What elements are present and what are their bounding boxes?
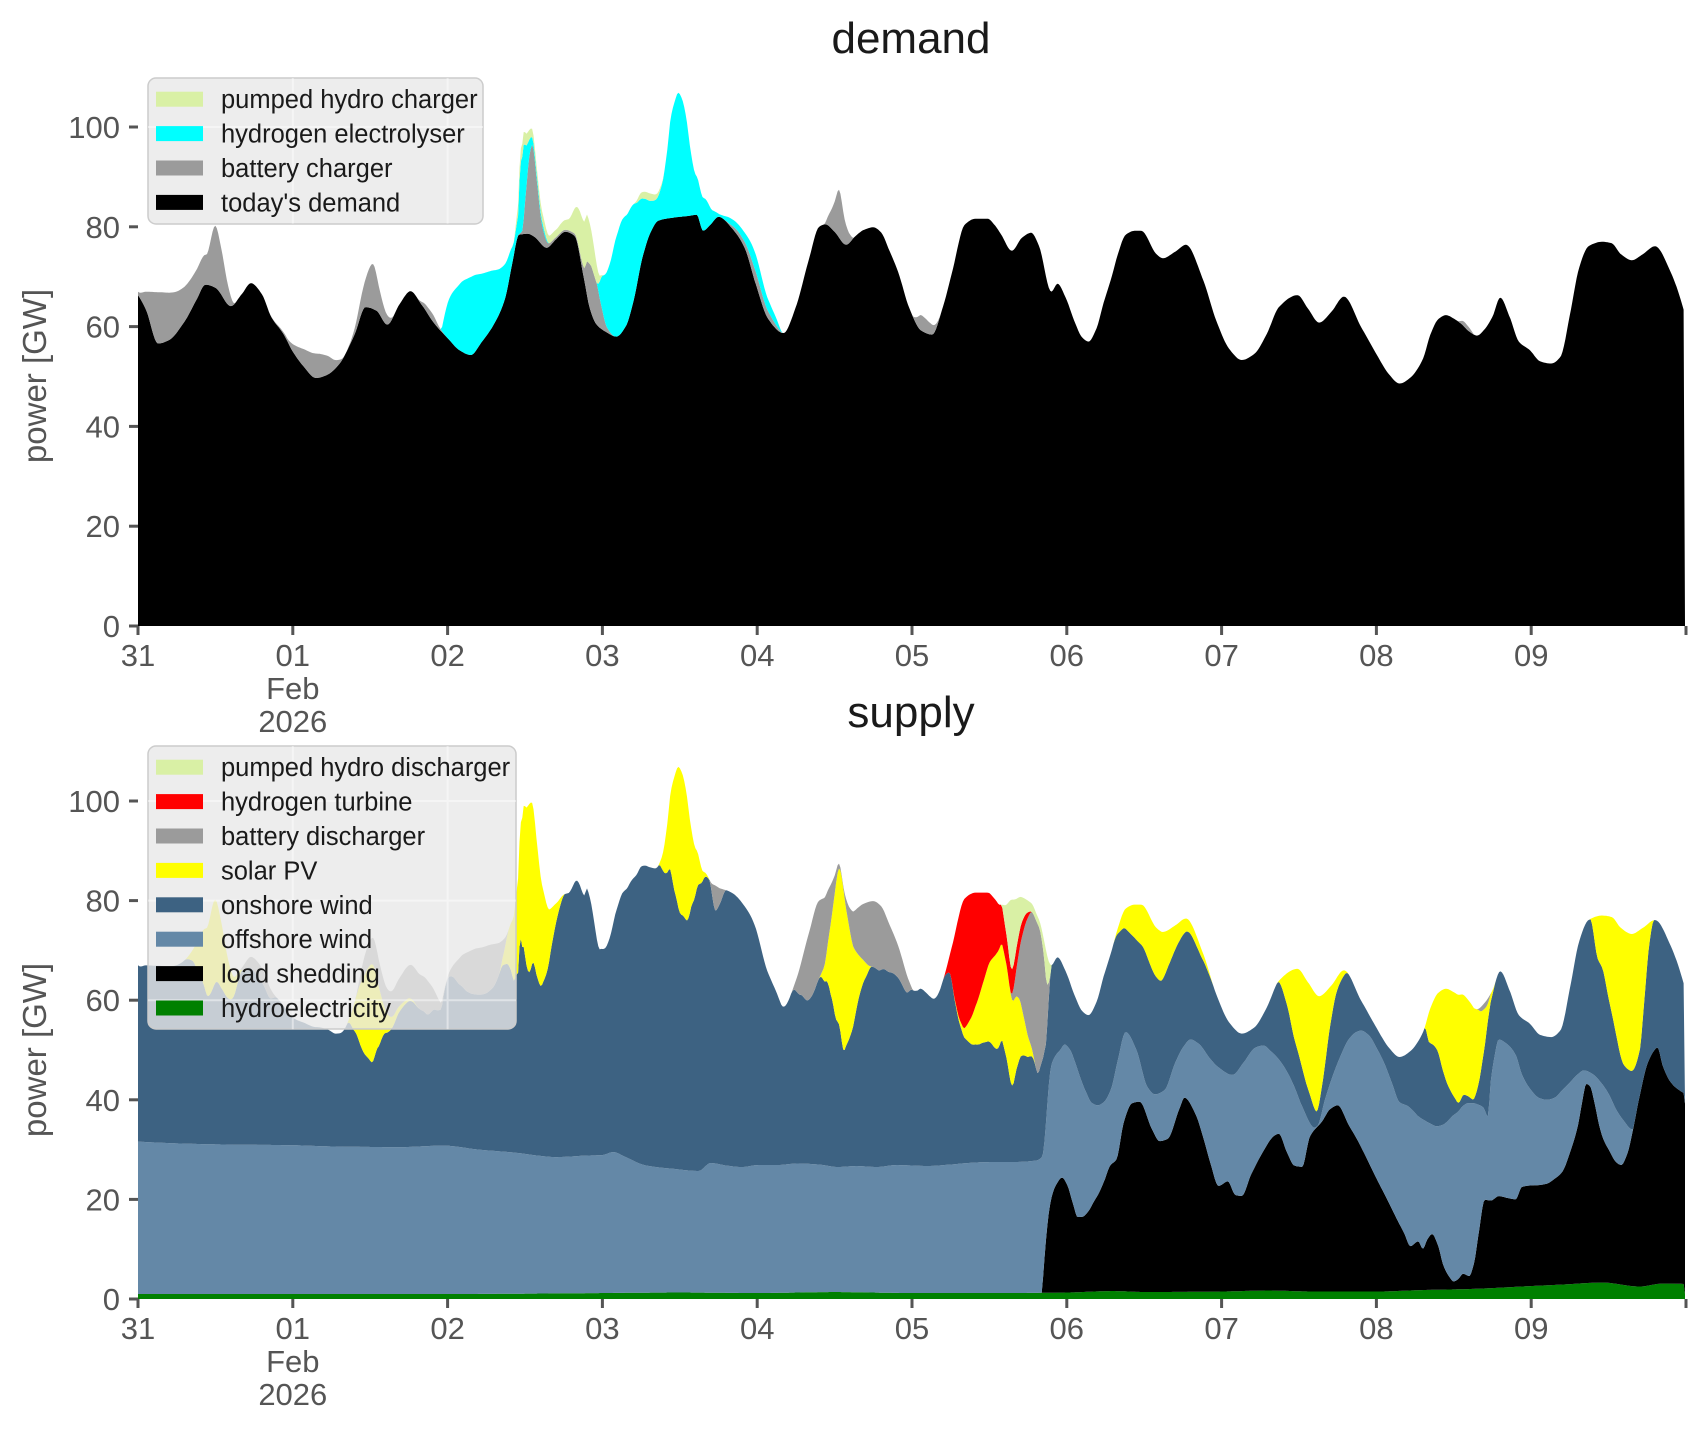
- svg-text:03: 03: [585, 1311, 619, 1346]
- svg-text:0: 0: [103, 1282, 120, 1317]
- svg-text:Feb: Feb: [266, 671, 319, 706]
- svg-text:hydrogen electrolyser: hydrogen electrolyser: [221, 121, 465, 149]
- svg-text:20: 20: [86, 1182, 120, 1217]
- svg-text:hydroelectricity: hydroelectricity: [221, 995, 391, 1023]
- svg-text:06: 06: [1050, 638, 1084, 673]
- svg-text:05: 05: [895, 638, 929, 673]
- svg-text:01: 01: [276, 638, 310, 673]
- svg-text:demand: demand: [831, 14, 990, 63]
- svg-text:09: 09: [1514, 1311, 1548, 1346]
- svg-text:60: 60: [86, 310, 120, 345]
- svg-text:02: 02: [430, 1311, 464, 1346]
- svg-text:solar PV: solar PV: [221, 857, 317, 885]
- svg-text:battery discharger: battery discharger: [221, 823, 426, 851]
- svg-text:power [GW]: power [GW]: [16, 963, 53, 1137]
- svg-text:40: 40: [86, 1083, 120, 1118]
- svg-text:today's demand: today's demand: [221, 189, 400, 217]
- svg-text:01: 01: [276, 1311, 310, 1346]
- svg-text:06: 06: [1050, 1311, 1084, 1346]
- svg-text:08: 08: [1359, 638, 1393, 673]
- svg-text:2026: 2026: [258, 704, 327, 739]
- svg-text:80: 80: [86, 210, 120, 245]
- svg-text:battery charger: battery charger: [221, 155, 393, 183]
- svg-text:09: 09: [1514, 638, 1548, 673]
- svg-text:03: 03: [585, 638, 619, 673]
- svg-text:04: 04: [740, 1311, 774, 1346]
- svg-text:04: 04: [740, 638, 774, 673]
- svg-text:supply: supply: [847, 688, 974, 737]
- svg-text:offshore wind: offshore wind: [221, 926, 372, 954]
- svg-text:07: 07: [1204, 1311, 1238, 1346]
- svg-text:80: 80: [86, 884, 120, 919]
- svg-text:Feb: Feb: [266, 1344, 319, 1379]
- svg-text:100: 100: [68, 784, 120, 819]
- svg-text:31: 31: [121, 1311, 155, 1346]
- svg-text:05: 05: [895, 1311, 929, 1346]
- svg-text:20: 20: [86, 509, 120, 544]
- svg-text:hydrogen turbine: hydrogen turbine: [221, 789, 412, 817]
- svg-text:load shedding: load shedding: [221, 961, 380, 989]
- svg-text:2026: 2026: [258, 1377, 327, 1412]
- svg-text:pumped hydro charger: pumped hydro charger: [221, 86, 478, 114]
- svg-text:100: 100: [68, 110, 120, 145]
- svg-text:08: 08: [1359, 1311, 1393, 1346]
- svg-text:power [GW]: power [GW]: [16, 289, 53, 463]
- svg-text:60: 60: [86, 983, 120, 1018]
- svg-text:31: 31: [121, 638, 155, 673]
- svg-text:07: 07: [1204, 638, 1238, 673]
- svg-text:0: 0: [103, 609, 120, 644]
- svg-text:pumped hydro discharger: pumped hydro discharger: [221, 754, 511, 782]
- svg-text:02: 02: [430, 638, 464, 673]
- svg-text:40: 40: [86, 409, 120, 444]
- svg-text:onshore wind: onshore wind: [221, 892, 373, 920]
